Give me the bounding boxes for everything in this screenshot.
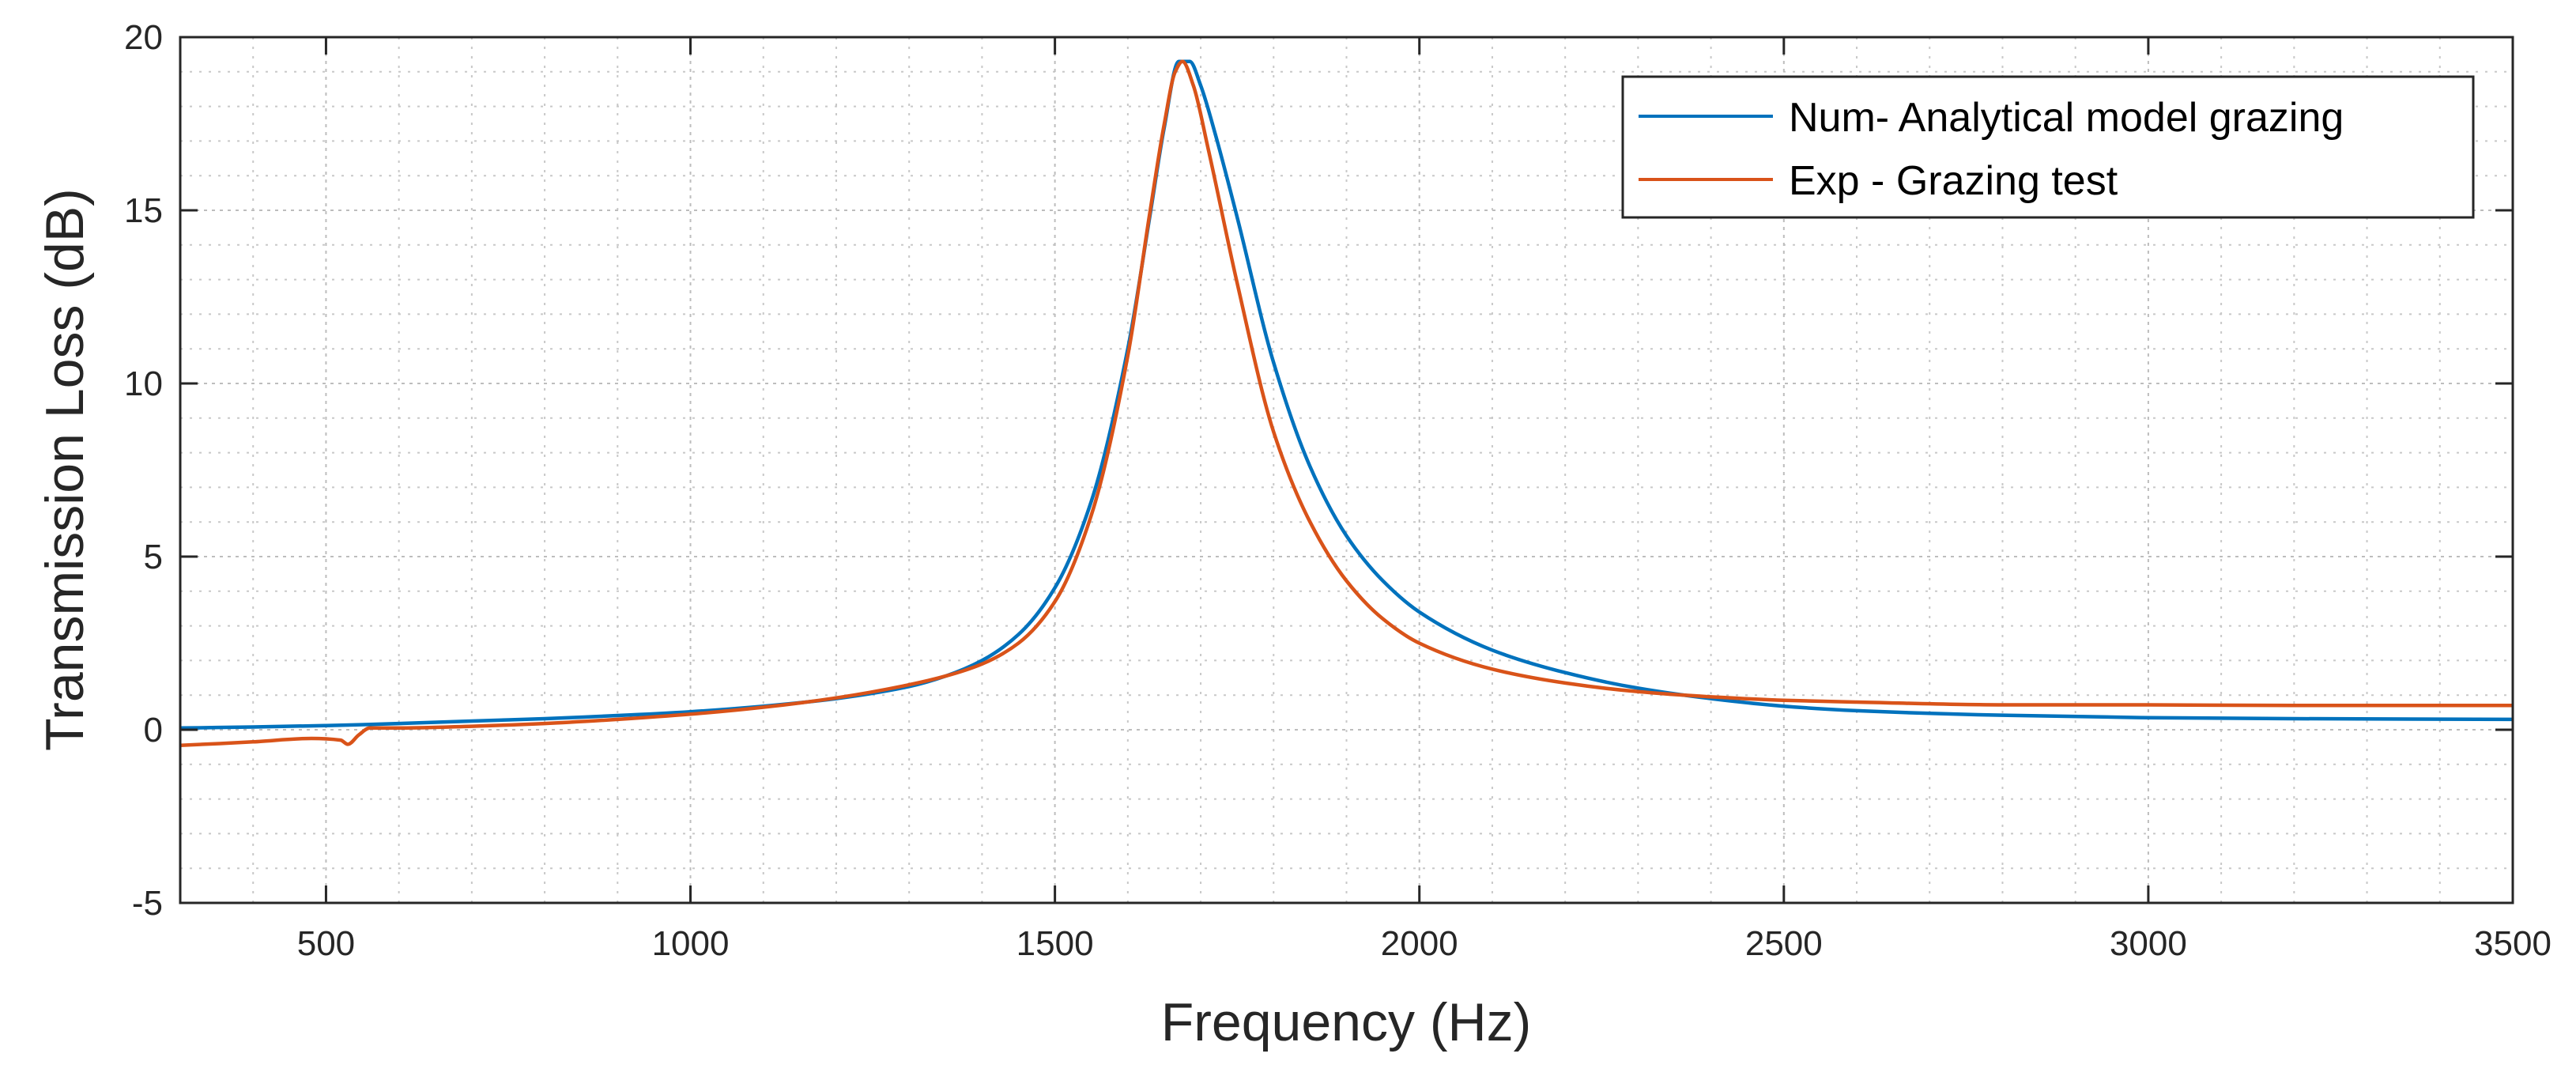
legend-box bbox=[1621, 75, 2475, 219]
y-tick-label: -5 bbox=[132, 884, 163, 923]
x-tick-label: 500 bbox=[297, 924, 355, 963]
x-tick-label: 3000 bbox=[2110, 924, 2187, 963]
ticks bbox=[180, 36, 2514, 904]
y-tick-labels: -5 0 5 10 15 20 bbox=[124, 18, 163, 923]
y-tick-label: 15 bbox=[124, 191, 163, 230]
x-tick-label: 1000 bbox=[652, 924, 730, 963]
legend-label-num-analytical: Num- Analytical model grazing bbox=[1789, 95, 2344, 141]
legend-label-exp-grazing: Exp - Grazing test bbox=[1789, 158, 2118, 204]
x-tick-label: 2500 bbox=[1745, 924, 1823, 963]
axes-box bbox=[179, 36, 2514, 904]
series-lines bbox=[179, 59, 2514, 747]
x-tick-label: 1500 bbox=[1016, 924, 1094, 963]
x-tick-labels: 500 1000 1500 2000 2500 3000 3500 bbox=[297, 924, 2551, 963]
y-axis-label: Transmission Loss (dB) bbox=[35, 188, 95, 751]
y-tick-label: 0 bbox=[144, 711, 163, 750]
y-tick-label: 20 bbox=[124, 18, 163, 57]
x-tick-label: 3500 bbox=[2474, 924, 2551, 963]
series-line-num-analytical bbox=[179, 59, 2514, 731]
x-tick-label: 2000 bbox=[1381, 924, 1458, 963]
series-line-exp-grazing bbox=[179, 59, 2513, 747]
legend: Num- Analytical model grazing Exp - Graz… bbox=[1621, 75, 2475, 219]
y-tick-label: 10 bbox=[124, 364, 163, 403]
x-axis-label: Frequency (Hz) bbox=[1161, 992, 1532, 1052]
y-tick-label: 5 bbox=[144, 538, 163, 576]
